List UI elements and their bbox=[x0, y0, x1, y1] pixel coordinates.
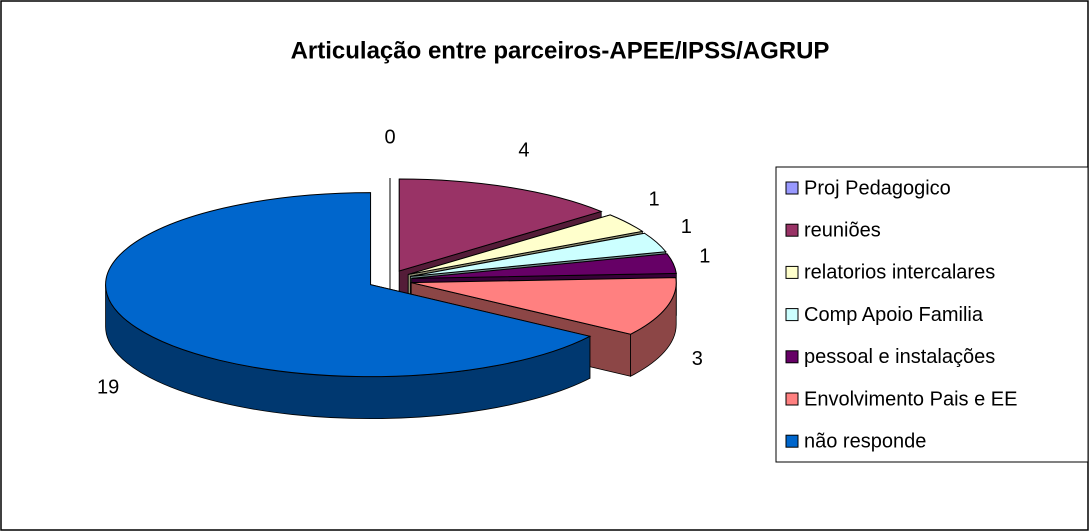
legend-swatch bbox=[785, 265, 799, 279]
legend-label: pessoal e instalações bbox=[804, 346, 995, 368]
data-label: 1 bbox=[648, 189, 659, 211]
legend-label: reuniões bbox=[804, 219, 881, 241]
legend-swatch bbox=[785, 350, 799, 364]
data-label: 1 bbox=[699, 245, 710, 267]
slice bbox=[408, 214, 644, 275]
chart-title: Articulação entre parceiros-APEE/IPSS/AG… bbox=[291, 37, 830, 64]
legend-label: relatorios intercalares bbox=[804, 262, 995, 284]
legend-swatch bbox=[785, 434, 799, 448]
data-label: 4 bbox=[518, 139, 529, 161]
data-label: 0 bbox=[384, 126, 395, 148]
legend-label: Comp Apoio Familia bbox=[804, 304, 984, 326]
legend-swatch bbox=[785, 392, 799, 406]
legend-swatch bbox=[785, 308, 799, 322]
slice bbox=[410, 232, 667, 277]
slice bbox=[398, 178, 603, 272]
legend-label: Proj Pedagogico bbox=[804, 177, 951, 199]
data-label: 3 bbox=[692, 348, 703, 370]
legend: Proj Pedagogico reuniões relatorios interc… bbox=[775, 166, 1089, 463]
data-label: 19 bbox=[97, 377, 119, 399]
slice bbox=[105, 192, 592, 378]
slice-tops bbox=[105, 178, 677, 378]
legend-label: não responde bbox=[804, 430, 926, 452]
slice bbox=[411, 277, 677, 335]
legend-swatch bbox=[785, 223, 799, 237]
legend-box bbox=[775, 166, 1089, 463]
legend-swatch bbox=[785, 181, 799, 195]
legend-label: Envolvimento Pais e EE bbox=[804, 388, 1017, 410]
data-label: 1 bbox=[681, 216, 692, 238]
slice bbox=[411, 253, 677, 279]
